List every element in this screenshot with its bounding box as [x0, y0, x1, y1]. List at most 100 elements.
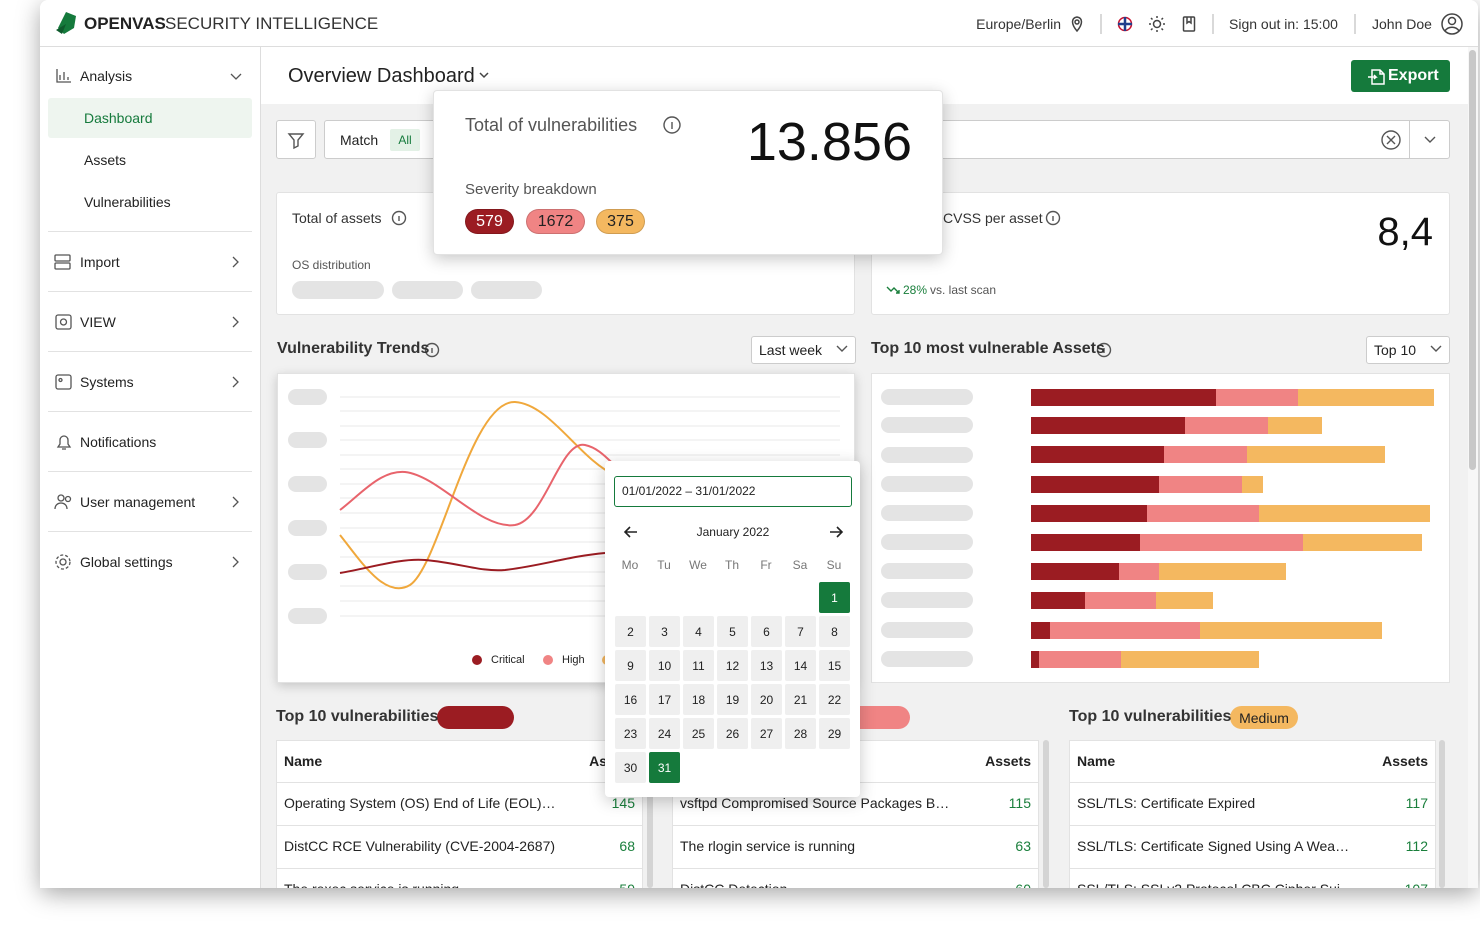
calendar-day[interactable]: 5	[717, 616, 748, 647]
sidebar-divider	[48, 471, 252, 472]
weekday: We	[689, 558, 707, 572]
date-range-input[interactable]	[614, 476, 852, 507]
export-button[interactable]	[1351, 60, 1450, 92]
day-number: 2	[627, 624, 634, 639]
sidebar-item[interactable]: VIEW	[80, 313, 116, 330]
weekday: Sa	[792, 558, 808, 572]
vulnerability-name[interactable]: The rexec service is running	[284, 879, 584, 889]
calendar-day[interactable]: 23	[615, 718, 646, 749]
sidebar-item[interactable]: User management	[80, 493, 196, 510]
day-number: 5	[729, 624, 736, 639]
vulnerability-name[interactable]: DistCC RCE Vulnerability (CVE-2004-2687)	[284, 837, 556, 854]
day-number: 4	[695, 624, 702, 639]
sidebar-item[interactable]: Analysis	[80, 67, 133, 84]
sidebar-divider	[48, 531, 252, 532]
calendar-day[interactable]: 18	[683, 684, 714, 715]
calendar-day[interactable]: 8	[819, 616, 850, 647]
section-title: Vulnerability Trends	[277, 340, 430, 357]
calendar-day[interactable]: 7	[785, 616, 816, 647]
table	[1069, 740, 1436, 888]
calendar-day[interactable]: 25	[683, 718, 714, 749]
calendar-day[interactable]: 17	[649, 684, 680, 715]
sidebar-subitem[interactable]: Dashboard	[84, 109, 153, 126]
session-timer: Sign out in: 15:00	[1229, 15, 1338, 32]
day-number: 14	[793, 658, 808, 673]
sidebar-item[interactable]: Global settings	[80, 553, 173, 570]
calendar-day[interactable]: 21	[785, 684, 816, 715]
column-header: Name	[1077, 752, 1116, 769]
calendar-day[interactable]: 10	[649, 650, 680, 681]
calendar-popover: 01/01/2022 – 31/01/2022 January 2022 Mo Tu W…	[605, 461, 860, 797]
calendar-day[interactable]: 28	[785, 718, 816, 749]
cvss-change-label: vs. last scan	[930, 283, 997, 297]
calendar-day[interactable]: 11	[683, 650, 714, 681]
day-number: 23	[623, 726, 638, 741]
range-select[interactable]	[751, 336, 856, 364]
weekday: Su	[826, 558, 842, 572]
day-number: 16	[623, 692, 638, 707]
legend-label: Critical	[491, 653, 525, 666]
calendar-day[interactable]: 26	[717, 718, 748, 749]
vulnerability-name[interactable]: SSL/TLS: Certificate Signed Using A Wea…	[1077, 837, 1350, 854]
calendar-day[interactable]: 24	[649, 718, 680, 749]
day-number: 19	[725, 692, 740, 707]
calendar-day[interactable]: 2	[615, 616, 646, 647]
filter-dropdown[interactable]	[1409, 120, 1450, 159]
vulnerability-name[interactable]: SSL/TLS: SSLv2 Protocol CBC Cipher Sui…	[1077, 879, 1377, 889]
calendar-day[interactable]: 4	[683, 616, 714, 647]
weekday: Fr	[760, 558, 772, 572]
calendar-day[interactable]: 15	[819, 650, 850, 681]
limit-select[interactable]	[1366, 336, 1450, 364]
calendar-day[interactable]: 16	[615, 684, 646, 715]
filter-button[interactable]	[276, 120, 316, 159]
calendar-day[interactable]: 30	[615, 752, 646, 783]
day-number: 7	[797, 624, 804, 639]
calendar-day[interactable]: 12	[717, 650, 748, 681]
vulnerability-name[interactable]: DistCC Detection	[680, 879, 980, 889]
logo	[56, 12, 76, 34]
match-label: Match	[340, 131, 379, 148]
calendar-day[interactable]: 14	[785, 650, 816, 681]
weekday: Mo	[621, 558, 639, 572]
vulnerability-name[interactable]: Operating System (OS) End of Life (EOL)…	[284, 794, 556, 811]
severity-badge: 375	[596, 209, 645, 234]
day-number: 1	[831, 590, 838, 605]
table-title: Top 10 vulnerabilities	[1069, 708, 1232, 725]
header-border	[40, 46, 1478, 47]
asset-count: 115	[1008, 794, 1031, 811]
skeletons	[288, 281, 973, 667]
sidebar-item[interactable]: Notifications	[80, 433, 157, 450]
legend-label: High	[562, 653, 585, 666]
brand: OPENVAS	[84, 14, 166, 33]
calendar-day[interactable]: 1	[819, 582, 850, 613]
calendar-day[interactable]: 13	[751, 650, 782, 681]
day-number: 24	[657, 726, 672, 741]
vulnerability-name[interactable]: vsftpd Compromised Source Packages B…	[680, 794, 950, 811]
calendar-day[interactable]: 31	[649, 752, 680, 783]
calendar-day[interactable]: 29	[819, 718, 850, 749]
cvss-change: 28%	[903, 283, 928, 297]
vulnerability-name[interactable]: The rlogin service is running	[680, 837, 856, 854]
sidebar-item[interactable]: Import	[80, 253, 120, 270]
sidebar-subitem[interactable]: Vulnerabilities	[84, 193, 171, 210]
export-icon	[1368, 69, 1385, 85]
calendar-day[interactable]: 6	[751, 616, 782, 647]
vulnerability-total: 13.856	[746, 111, 912, 172]
sidebar-divider	[48, 411, 252, 412]
calendar-day[interactable]: 3	[649, 616, 680, 647]
product-name: SECURITY INTELLIGENCE	[165, 14, 379, 33]
sidebar-item[interactable]: Systems	[80, 373, 134, 390]
calendar-day[interactable]: 19	[717, 684, 748, 715]
calendar-day[interactable]: 20	[751, 684, 782, 715]
table-scrollbar	[1439, 740, 1445, 888]
calendar-day[interactable]: 9	[615, 650, 646, 681]
calendar-day[interactable]: 22	[819, 684, 850, 715]
sidebar-subitem[interactable]: Assets	[84, 151, 127, 168]
calendar-day[interactable]: 27	[751, 718, 782, 749]
day-number: 3	[661, 624, 668, 639]
row-divider	[276, 782, 643, 783]
trend-lines	[339, 400, 621, 665]
vulnerability-name[interactable]: SSL/TLS: Certificate Expired	[1077, 794, 1256, 811]
day-number: 15	[827, 658, 842, 673]
row-divider	[1069, 825, 1436, 826]
